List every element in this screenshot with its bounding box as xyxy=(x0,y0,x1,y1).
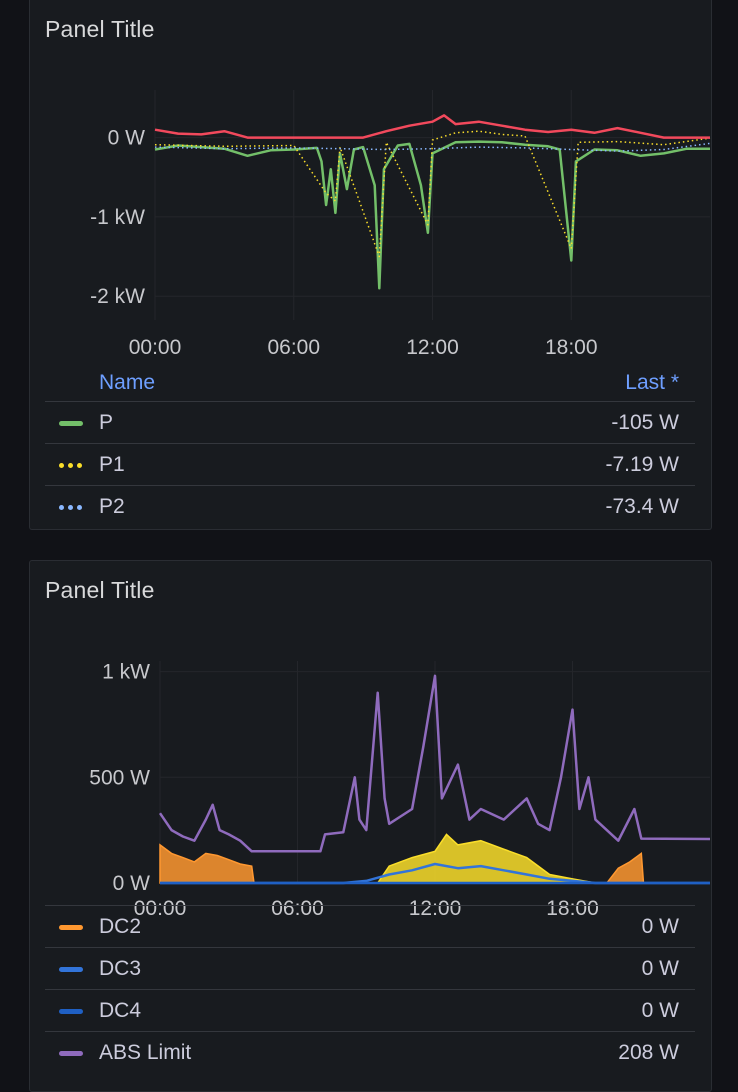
legend-series-name: DC2 xyxy=(99,915,142,938)
legend-last-value: -7.19 W xyxy=(605,453,679,476)
legend-last-value: 0 W xyxy=(641,915,679,938)
legend-item[interactable]: ABS Limit 208 W xyxy=(45,1031,695,1073)
legend-series-name: DC4 xyxy=(99,999,142,1022)
legend-series-name: P xyxy=(99,411,114,434)
legend-last-value: 0 W xyxy=(641,999,679,1022)
series-p-line xyxy=(154,140,710,290)
legend-last-value: -73.4 W xyxy=(605,495,679,518)
legend-item[interactable]: DC3 0 W xyxy=(45,947,695,989)
legend-swatch xyxy=(59,967,83,972)
legend-swatch xyxy=(59,421,83,426)
x-tick-label: 00:00 xyxy=(134,897,187,920)
legend-last-value: 208 W xyxy=(618,1041,679,1064)
y-tick-label: 0 W xyxy=(113,872,151,895)
x-tick-label: 12:00 xyxy=(409,897,462,920)
power-line-chart: 0 W -1 kW -2 kW 00:00 06:00 12:00 18:00 xyxy=(90,90,711,359)
legend-swatch xyxy=(59,1051,83,1056)
legend-series-name: P2 xyxy=(99,495,125,518)
legend-last-header[interactable]: Last * xyxy=(625,371,679,394)
x-tick-label: 12:00 xyxy=(406,336,459,359)
y-tick-label: 0 W xyxy=(108,127,146,150)
legend-header: Name Last * xyxy=(30,363,711,397)
x-tick-label: 18:00 xyxy=(545,336,598,359)
panel-title: Panel Title xyxy=(45,16,155,42)
y-tick-label: 500 W xyxy=(89,766,150,789)
legend-swatch xyxy=(59,925,83,930)
series-unnamed-3-line xyxy=(154,114,710,139)
x-tick-label: 18:00 xyxy=(546,897,599,920)
y-tick-label: -1 kW xyxy=(90,206,145,229)
x-tick-label: 06:00 xyxy=(271,897,324,920)
legend-item[interactable]: P2 -73.4 W xyxy=(45,485,695,527)
x-tick-label: 06:00 xyxy=(267,336,320,359)
legend-last-value: 0 W xyxy=(641,957,679,980)
legend-last-value: -105 W xyxy=(611,411,679,434)
legend-item[interactable]: DC2 0 W xyxy=(45,905,695,947)
panel-title: Panel Title xyxy=(45,577,155,603)
y-tick-label: 1 kW xyxy=(102,661,150,684)
legend-series-name: DC3 xyxy=(99,957,142,980)
panel-1: Panel Title 0 W -1 kW -2 kW 00:00 06:00 12:00… xyxy=(29,0,712,530)
y-tick-label: -2 kW xyxy=(90,285,145,308)
legend-swatch xyxy=(59,463,83,468)
legend-item[interactable]: P -105 W xyxy=(45,401,695,443)
legend-item[interactable]: DC4 0 W xyxy=(45,989,695,1031)
legend-series-name: ABS Limit xyxy=(99,1041,192,1064)
legend-item[interactable]: P1 -7.19 W xyxy=(45,443,695,485)
series-abs-limit-line xyxy=(158,674,711,853)
series-dc3-line xyxy=(160,862,710,885)
legend-swatch xyxy=(59,505,83,510)
x-tick-label: 00:00 xyxy=(129,336,182,359)
legend-series-name: P1 xyxy=(99,453,125,476)
dc-area-chart: 1 kW 500 W 0 W00:00 06:00 12:00 18:00 xyxy=(89,661,711,920)
legend-name-header[interactable]: Name xyxy=(99,371,156,394)
series-p2-line xyxy=(154,142,711,152)
legend-swatch xyxy=(59,1009,83,1014)
series-p1-line xyxy=(154,130,711,258)
